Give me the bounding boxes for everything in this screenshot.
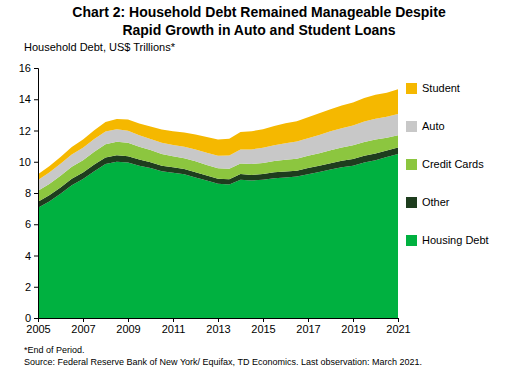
tick: 2011 [162, 318, 186, 335]
note: *End of Period. [24, 344, 454, 356]
tick-label: 2013 [206, 323, 230, 335]
tick-label: 2007 [71, 323, 95, 335]
chart: 2005 2007 2009 2011 2013 2015 2017 2019 2021 0 2 4 6… [0, 0, 518, 386]
tick-mark [34, 99, 38, 100]
legend-swatch [406, 197, 417, 208]
area [38, 89, 398, 180]
tick-mark [128, 318, 129, 322]
tick-label: 6 [25, 218, 31, 230]
tick-label: 12 [19, 125, 31, 137]
notes: *End of Period.Source: Federal Reserve B… [24, 344, 454, 368]
note: Source: Federal Reserve Bank of New York… [24, 356, 454, 368]
tick: 4 [25, 250, 38, 262]
tick-label: 2011 [162, 323, 186, 335]
tick-mark [34, 131, 38, 132]
tick: 2021 [386, 318, 410, 335]
tick-label: 16 [19, 62, 31, 74]
tick-mark [83, 318, 84, 322]
tick-label: 0 [25, 312, 31, 324]
tick: 2007 [71, 318, 95, 335]
tick-mark [353, 318, 354, 322]
tick-label: 14 [19, 93, 31, 105]
tick-mark [34, 162, 38, 163]
tick: 2009 [116, 318, 140, 335]
axis-line [39, 319, 399, 323]
legend-swatch [406, 83, 417, 94]
legend-label: Other [422, 196, 450, 208]
tick: 2 [25, 281, 38, 293]
legend-label: Student [422, 82, 460, 94]
plot-area [38, 89, 398, 318]
tick-label: 10 [19, 156, 31, 168]
tick-mark [34, 287, 38, 288]
tick: 2017 [296, 318, 320, 335]
tick: 10 [19, 156, 38, 168]
tick-mark [263, 318, 264, 322]
tick-mark [218, 318, 219, 322]
legend-swatch [406, 159, 417, 170]
tick-mark [398, 318, 399, 322]
tick: 8 [25, 187, 38, 199]
tick-label: 2019 [341, 323, 365, 335]
tick-label: 2005 [26, 323, 50, 335]
axis-line [34, 69, 39, 319]
tick-label: 2009 [116, 323, 140, 335]
tick: 16 [19, 62, 38, 74]
y-axis-title: Household Debt, US$ Trillions* [24, 41, 176, 53]
legend-label: Credit Cards [422, 158, 484, 170]
tick-label: 4 [25, 250, 31, 262]
legend: Student Auto Credit Cards Other Housing Debt [406, 82, 489, 246]
tick: 2015 [251, 318, 275, 335]
tick-label: 2021 [386, 323, 410, 335]
chart-title: Chart 2: Household Debt Remained Managea… [69, 3, 449, 39]
tick-label: 8 [25, 187, 31, 199]
legend-swatch [406, 121, 417, 132]
legend-label: Housing Debt [422, 234, 489, 246]
tick: 6 [25, 218, 38, 230]
tick-mark [173, 318, 174, 322]
tick-label: 2 [25, 281, 31, 293]
x-axis: 2005 2007 2009 2011 2013 2015 2017 2019 2021 [26, 318, 410, 335]
tick: 2013 [206, 318, 230, 335]
tick: 14 [19, 93, 38, 105]
tick: 0 [25, 312, 38, 324]
tick: 2019 [341, 318, 365, 335]
tick-mark [34, 256, 38, 257]
tick-mark [308, 318, 309, 322]
y-axis: 0 2 4 6 8 10 12 14 16 [19, 62, 39, 324]
tick-mark [34, 193, 38, 194]
legend-label: Auto [422, 120, 445, 132]
tick-label: 2015 [251, 323, 275, 335]
tick-mark [34, 224, 38, 225]
tick-label: 2017 [296, 323, 320, 335]
tick: 12 [19, 125, 38, 137]
legend-swatch [406, 235, 417, 246]
tick-mark [34, 318, 38, 319]
tick-mark [34, 68, 38, 69]
